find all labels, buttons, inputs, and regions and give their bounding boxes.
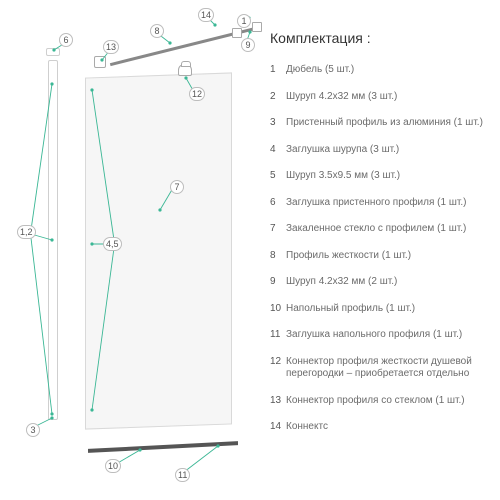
legend-item-number: 8 — [270, 250, 286, 263]
legend-item: 11Заглушка напольного профиля (1 шт.) — [270, 329, 492, 342]
callout-14: 14 — [198, 8, 214, 22]
legend-item: 9Шуруп 4.2x32 мм (2 шт.) — [270, 276, 492, 289]
legend-item: 14Коннектc — [270, 421, 492, 434]
legend-item-text: Заглушка пристенного профиля (1 шт.) — [286, 197, 492, 210]
callout-1-2: 1,2 — [17, 225, 36, 239]
legend-list: 1Дюбель (5 шт.)2Шуруп 4.2x32 мм (3 шт.)3… — [270, 64, 492, 434]
legend-item-text: Пристенный профиль из алюминия (1 шт.) — [286, 117, 492, 130]
callout-3: 3 — [26, 423, 40, 437]
legend-item-number: 3 — [270, 117, 286, 130]
legend-item-number: 7 — [270, 223, 286, 236]
legend-item: 3Пристенный профиль из алюминия (1 шт.) — [270, 117, 492, 130]
legend-item-text: Заглушка напольного профиля (1 шт.) — [286, 329, 492, 342]
legend-item-text: Шуруп 4.2x32 мм (3 шт.) — [286, 91, 492, 104]
legend-item-number: 9 — [270, 276, 286, 289]
legend-item: 7Закаленное стекло с профилем (1 шт.) — [270, 223, 492, 236]
rigidity-bar-end-right — [252, 22, 262, 32]
legend-item-text: Дюбель (5 шт.) — [286, 64, 492, 77]
legend-item-text: Закаленное стекло с профилем (1 шт.) — [286, 223, 492, 236]
legend-title: Комплектация : — [270, 30, 492, 46]
wall-profile-cap — [46, 48, 60, 56]
legend-item-text: Шуруп 3.5x9.5 мм (3 шт.) — [286, 170, 492, 183]
callout-7: 7 — [170, 180, 184, 194]
legend-item-number: 6 — [270, 197, 286, 210]
legend-item-number: 12 — [270, 356, 286, 369]
rigidity-bar-bracket — [232, 28, 242, 38]
legend-item-text: Коннектор профиля жесткости душевой пере… — [286, 356, 492, 381]
legend-item-number: 10 — [270, 303, 286, 316]
legend-item-text: Шуруп 4.2x32 мм (2 шт.) — [286, 276, 492, 289]
legend-item-number: 2 — [270, 91, 286, 104]
glass-panel — [85, 72, 232, 429]
legend-item: 2Шуруп 4.2x32 мм (3 шт.) — [270, 91, 492, 104]
legend-item-number: 5 — [270, 170, 286, 183]
floor-profile — [88, 441, 238, 453]
legend-item: 8Профиль жесткости (1 шт.) — [270, 250, 492, 263]
callout-9: 9 — [241, 38, 255, 52]
connector-12 — [178, 64, 192, 76]
connector-13 — [94, 56, 106, 68]
legend-item: 1Дюбель (5 шт.) — [270, 64, 492, 77]
legend-item: 10Напольный профиль (1 шт.) — [270, 303, 492, 316]
callout-8: 8 — [150, 24, 164, 38]
callout-1: 1 — [237, 14, 251, 28]
page: 1 1,2 3 4,5 6 7 8 9 10 11 12 13 14 Компл… — [0, 0, 500, 500]
legend-item-text: Заглушка шурупа (3 шт.) — [286, 144, 492, 157]
legend-panel: Комплектация : 1Дюбель (5 шт.)2Шуруп 4.2… — [270, 0, 500, 500]
legend-item-number: 13 — [270, 395, 286, 408]
wall-profile — [48, 60, 58, 420]
legend-item-text: Коннектор профиля со стеклом (1 шт.) — [286, 395, 492, 408]
callout-13: 13 — [103, 40, 119, 54]
legend-item: 5Шуруп 3.5x9.5 мм (3 шт.) — [270, 170, 492, 183]
callout-11: 11 — [175, 468, 190, 482]
legend-item: 4Заглушка шурупа (3 шт.) — [270, 144, 492, 157]
legend-item-text: Профиль жесткости (1 шт.) — [286, 250, 492, 263]
legend-item: 13Коннектор профиля со стеклом (1 шт.) — [270, 395, 492, 408]
callout-10: 10 — [105, 459, 121, 473]
legend-item-number: 4 — [270, 144, 286, 157]
exploded-diagram: 1 1,2 3 4,5 6 7 8 9 10 11 12 13 14 — [0, 0, 270, 500]
callout-6: 6 — [59, 33, 73, 47]
legend-item-number: 1 — [270, 64, 286, 77]
legend-item-text: Напольный профиль (1 шт.) — [286, 303, 492, 316]
legend-item-text: Коннектc — [286, 421, 492, 434]
callout-4-5: 4,5 — [103, 237, 122, 251]
callout-12: 12 — [189, 87, 205, 101]
legend-item-number: 11 — [270, 329, 286, 342]
legend-item-number: 14 — [270, 421, 286, 434]
legend-item: 12Коннектор профиля жесткости душевой пе… — [270, 356, 492, 381]
legend-item: 6Заглушка пристенного профиля (1 шт.) — [270, 197, 492, 210]
